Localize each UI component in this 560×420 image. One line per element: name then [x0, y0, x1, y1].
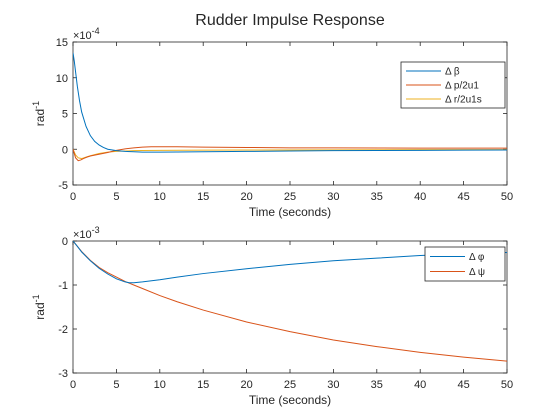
y-tick-label: 10 — [56, 73, 68, 85]
y-tick-label: -5 — [58, 180, 68, 192]
legend-entry: Δ φ — [469, 252, 485, 263]
x-tick-label: 50 — [501, 379, 513, 391]
y-tick-label: 15 — [56, 37, 68, 49]
x-tick-label: 30 — [327, 379, 339, 391]
x-tick-label: 10 — [154, 191, 166, 203]
y-axis-label-superscript: -1 — [31, 101, 41, 109]
x-tick-label: 5 — [113, 379, 119, 391]
x-tick-label: 15 — [197, 379, 209, 391]
x-tick-label: 20 — [240, 379, 252, 391]
y-axis-label-base: rad — [33, 109, 47, 126]
y-tick-label: -3 — [58, 368, 68, 380]
x-tick-label: 35 — [371, 379, 383, 391]
y-axis-label: rad-1 — [31, 101, 47, 126]
chart-title: Rudder Impulse Response — [195, 12, 385, 29]
x-tick-label: 40 — [414, 191, 426, 203]
x-axis-label: Time (seconds) — [249, 205, 331, 219]
x-tick-label: 0 — [70, 191, 76, 203]
x-tick-label: 10 — [154, 379, 166, 391]
y-tick-label: 0 — [62, 144, 68, 156]
x-tick-label: 25 — [284, 379, 296, 391]
x-tick-label: 40 — [414, 379, 426, 391]
legend: Δ φ Δ ψ — [424, 246, 506, 282]
exponent-power: -4 — [92, 26, 100, 36]
x-tick-label: 25 — [284, 191, 296, 203]
x-axis-label: Time (seconds) — [249, 393, 331, 407]
x-tick-label: 30 — [327, 191, 339, 203]
axis-exponent-label: ×10-4 — [73, 26, 100, 42]
series-line — [73, 52, 507, 153]
x-tick-label: 0 — [70, 379, 76, 391]
legend-entry: Δ β — [445, 67, 460, 78]
x-tick-label: 20 — [240, 191, 252, 203]
axis-exponent-label: ×10-3 — [73, 225, 100, 241]
y-tick-label: -1 — [58, 280, 68, 292]
x-tick-label: 35 — [371, 191, 383, 203]
y-axis-label-superscript: -1 — [31, 294, 41, 302]
legend: Δ β Δ p/2u1 Δ r/2u1s — [400, 61, 506, 109]
x-tick-label: 50 — [501, 191, 513, 203]
y-tick-label: -2 — [58, 324, 68, 336]
x-tick-label: 45 — [457, 191, 469, 203]
legend-entry: Δ ψ — [469, 267, 485, 278]
x-tick-label: 5 — [113, 191, 119, 203]
x-tick-label: 15 — [197, 191, 209, 203]
series-group — [73, 52, 507, 162]
x-tick-label: 45 — [457, 379, 469, 391]
exponent-base: ×10 — [73, 30, 92, 42]
legend-entry: Δ p/2u1 — [445, 81, 479, 92]
series-line — [73, 146, 507, 162]
y-axis-label: rad-1 — [31, 294, 47, 319]
y-axis-label-base: rad — [33, 302, 47, 319]
exponent-base: ×10 — [73, 229, 92, 241]
y-tick-label: 0 — [62, 236, 68, 248]
y-tick-label: 5 — [62, 109, 68, 121]
series-group — [73, 241, 507, 362]
series-line — [73, 241, 507, 284]
legend-box — [424, 246, 506, 282]
exponent-power: -3 — [92, 225, 100, 235]
legend-entry: Δ r/2u1s — [445, 95, 482, 106]
